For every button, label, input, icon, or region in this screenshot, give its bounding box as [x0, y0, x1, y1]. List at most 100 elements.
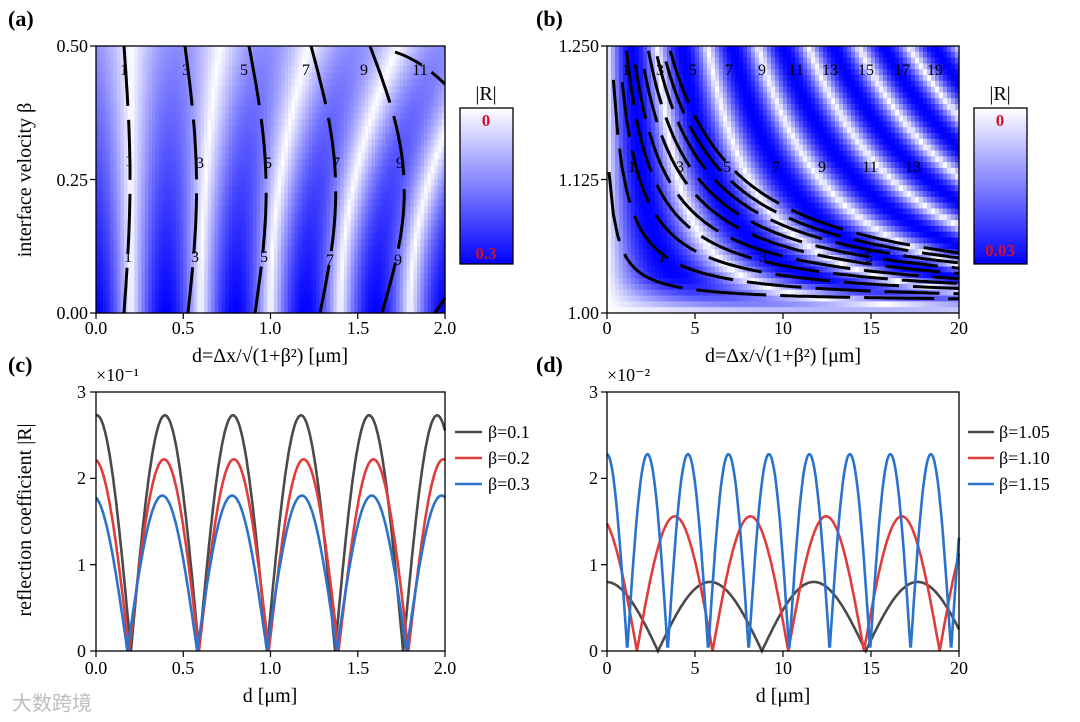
heatmap-cell — [420, 172, 425, 181]
heatmap-cell — [943, 86, 948, 94]
heatmap-cell — [102, 46, 108, 54]
heatmap-cell — [336, 299, 341, 307]
heatmap-cell — [294, 79, 300, 87]
heatmap-cell — [368, 79, 373, 87]
heatmap-cell — [687, 46, 692, 53]
heatmap-cell — [141, 59, 146, 67]
heatmap-cell — [144, 232, 149, 241]
heatmap-cell — [253, 259, 258, 267]
heatmap-cell — [368, 99, 373, 107]
heatmap-cell — [799, 46, 804, 53]
heatmap-cell — [385, 219, 390, 227]
heatmap-cell — [239, 226, 244, 234]
heatmap-cell — [172, 126, 177, 134]
heatmap-cell — [939, 57, 944, 65]
heatmap-cell — [424, 232, 429, 241]
heatmap-cell — [273, 52, 279, 60]
heatmap-cell — [287, 286, 293, 294]
heatmap-cell — [357, 186, 362, 194]
heatmap-cell — [130, 192, 135, 201]
heatmap-cell — [228, 46, 233, 54]
heatmap-cell — [106, 186, 111, 194]
heatmap-cell — [256, 132, 261, 141]
heatmap-cell — [204, 66, 209, 74]
heatmap-cell — [176, 206, 181, 214]
heatmap-cell — [340, 239, 345, 247]
heatmap-cell — [165, 186, 170, 194]
heatmap-cell — [207, 252, 212, 261]
heatmap-cell — [155, 179, 160, 187]
heatmap-cell — [441, 199, 446, 207]
heatmap-cell — [424, 72, 429, 80]
heatmap-cell — [253, 146, 258, 154]
heatmap-cell — [158, 46, 163, 54]
heatmap-cell — [301, 219, 306, 227]
heatmap-cell — [679, 75, 684, 82]
heatmap-cell — [137, 232, 142, 241]
heatmap-cell — [340, 79, 345, 87]
heatmap-cell — [843, 98, 848, 105]
heatmap-cell — [333, 46, 338, 54]
heatmap-cell — [120, 59, 125, 67]
heatmap-cell — [410, 226, 415, 234]
heatmap-cell — [218, 152, 223, 161]
heatmap-cell — [263, 179, 268, 187]
heatmap-cell — [931, 80, 936, 88]
heatmap-cell — [151, 252, 156, 261]
heatmap-cell — [326, 52, 331, 60]
heatmap-cell — [267, 46, 272, 54]
heatmap-cell — [431, 139, 436, 147]
heatmap-cell — [96, 299, 101, 307]
heatmap-cell — [919, 80, 924, 88]
heatmap-cell — [947, 98, 952, 105]
heatmap-cell — [267, 252, 272, 261]
heatmap-cell — [113, 59, 118, 67]
heatmap-cell — [343, 172, 348, 181]
heatmap-cell — [253, 219, 258, 227]
heatmap-cell — [410, 186, 415, 194]
heatmap-cell — [294, 99, 300, 107]
heatmap-cell — [368, 306, 373, 314]
heatmap-cell — [357, 59, 362, 67]
heatmap-cell — [162, 272, 167, 281]
heatmap-cell — [134, 292, 139, 301]
heatmap-cell — [123, 159, 129, 167]
heatmap-cell — [172, 52, 177, 60]
heatmap-cell — [326, 226, 331, 234]
heatmap-cell — [375, 172, 380, 181]
heatmap-cell — [879, 86, 884, 94]
heatmap-cell — [193, 112, 198, 121]
heatmap-cell — [186, 259, 191, 267]
heatmap-cell — [263, 59, 268, 67]
heatmap-cell — [137, 66, 142, 74]
heatmap-cell — [116, 52, 122, 60]
heatmap-cell — [839, 46, 844, 53]
heatmap-cell — [221, 152, 226, 161]
heatmap-cell — [200, 86, 205, 94]
heatmap-cell — [441, 46, 446, 54]
heatmap-cell — [183, 212, 188, 221]
heatmap-cell — [242, 266, 247, 274]
heatmap-cell — [102, 172, 108, 181]
heatmap-cell — [284, 72, 289, 80]
heatmap-cell — [329, 226, 334, 234]
heatmap-cell — [284, 66, 289, 74]
heatmap-cell — [371, 206, 376, 214]
heatmap-cell — [291, 252, 296, 261]
heatmap-cell — [179, 186, 184, 194]
heatmap-cell — [113, 119, 118, 127]
heatmap-cell — [144, 199, 149, 207]
heatmap-cell — [441, 52, 446, 60]
heatmap-cell — [277, 86, 282, 94]
heatmap-cell — [284, 59, 289, 67]
heatmap-cell — [155, 52, 160, 60]
heatmap-cell — [389, 186, 394, 194]
heatmap-cell — [246, 52, 251, 60]
heatmap-cell — [260, 139, 265, 147]
heatmap-cell — [232, 199, 237, 207]
heatmap-cell — [427, 192, 432, 201]
heatmap-cell — [687, 51, 692, 59]
heatmap-cell — [378, 199, 383, 207]
heatmap-cell — [151, 72, 156, 80]
heatmap-cell — [406, 119, 411, 127]
